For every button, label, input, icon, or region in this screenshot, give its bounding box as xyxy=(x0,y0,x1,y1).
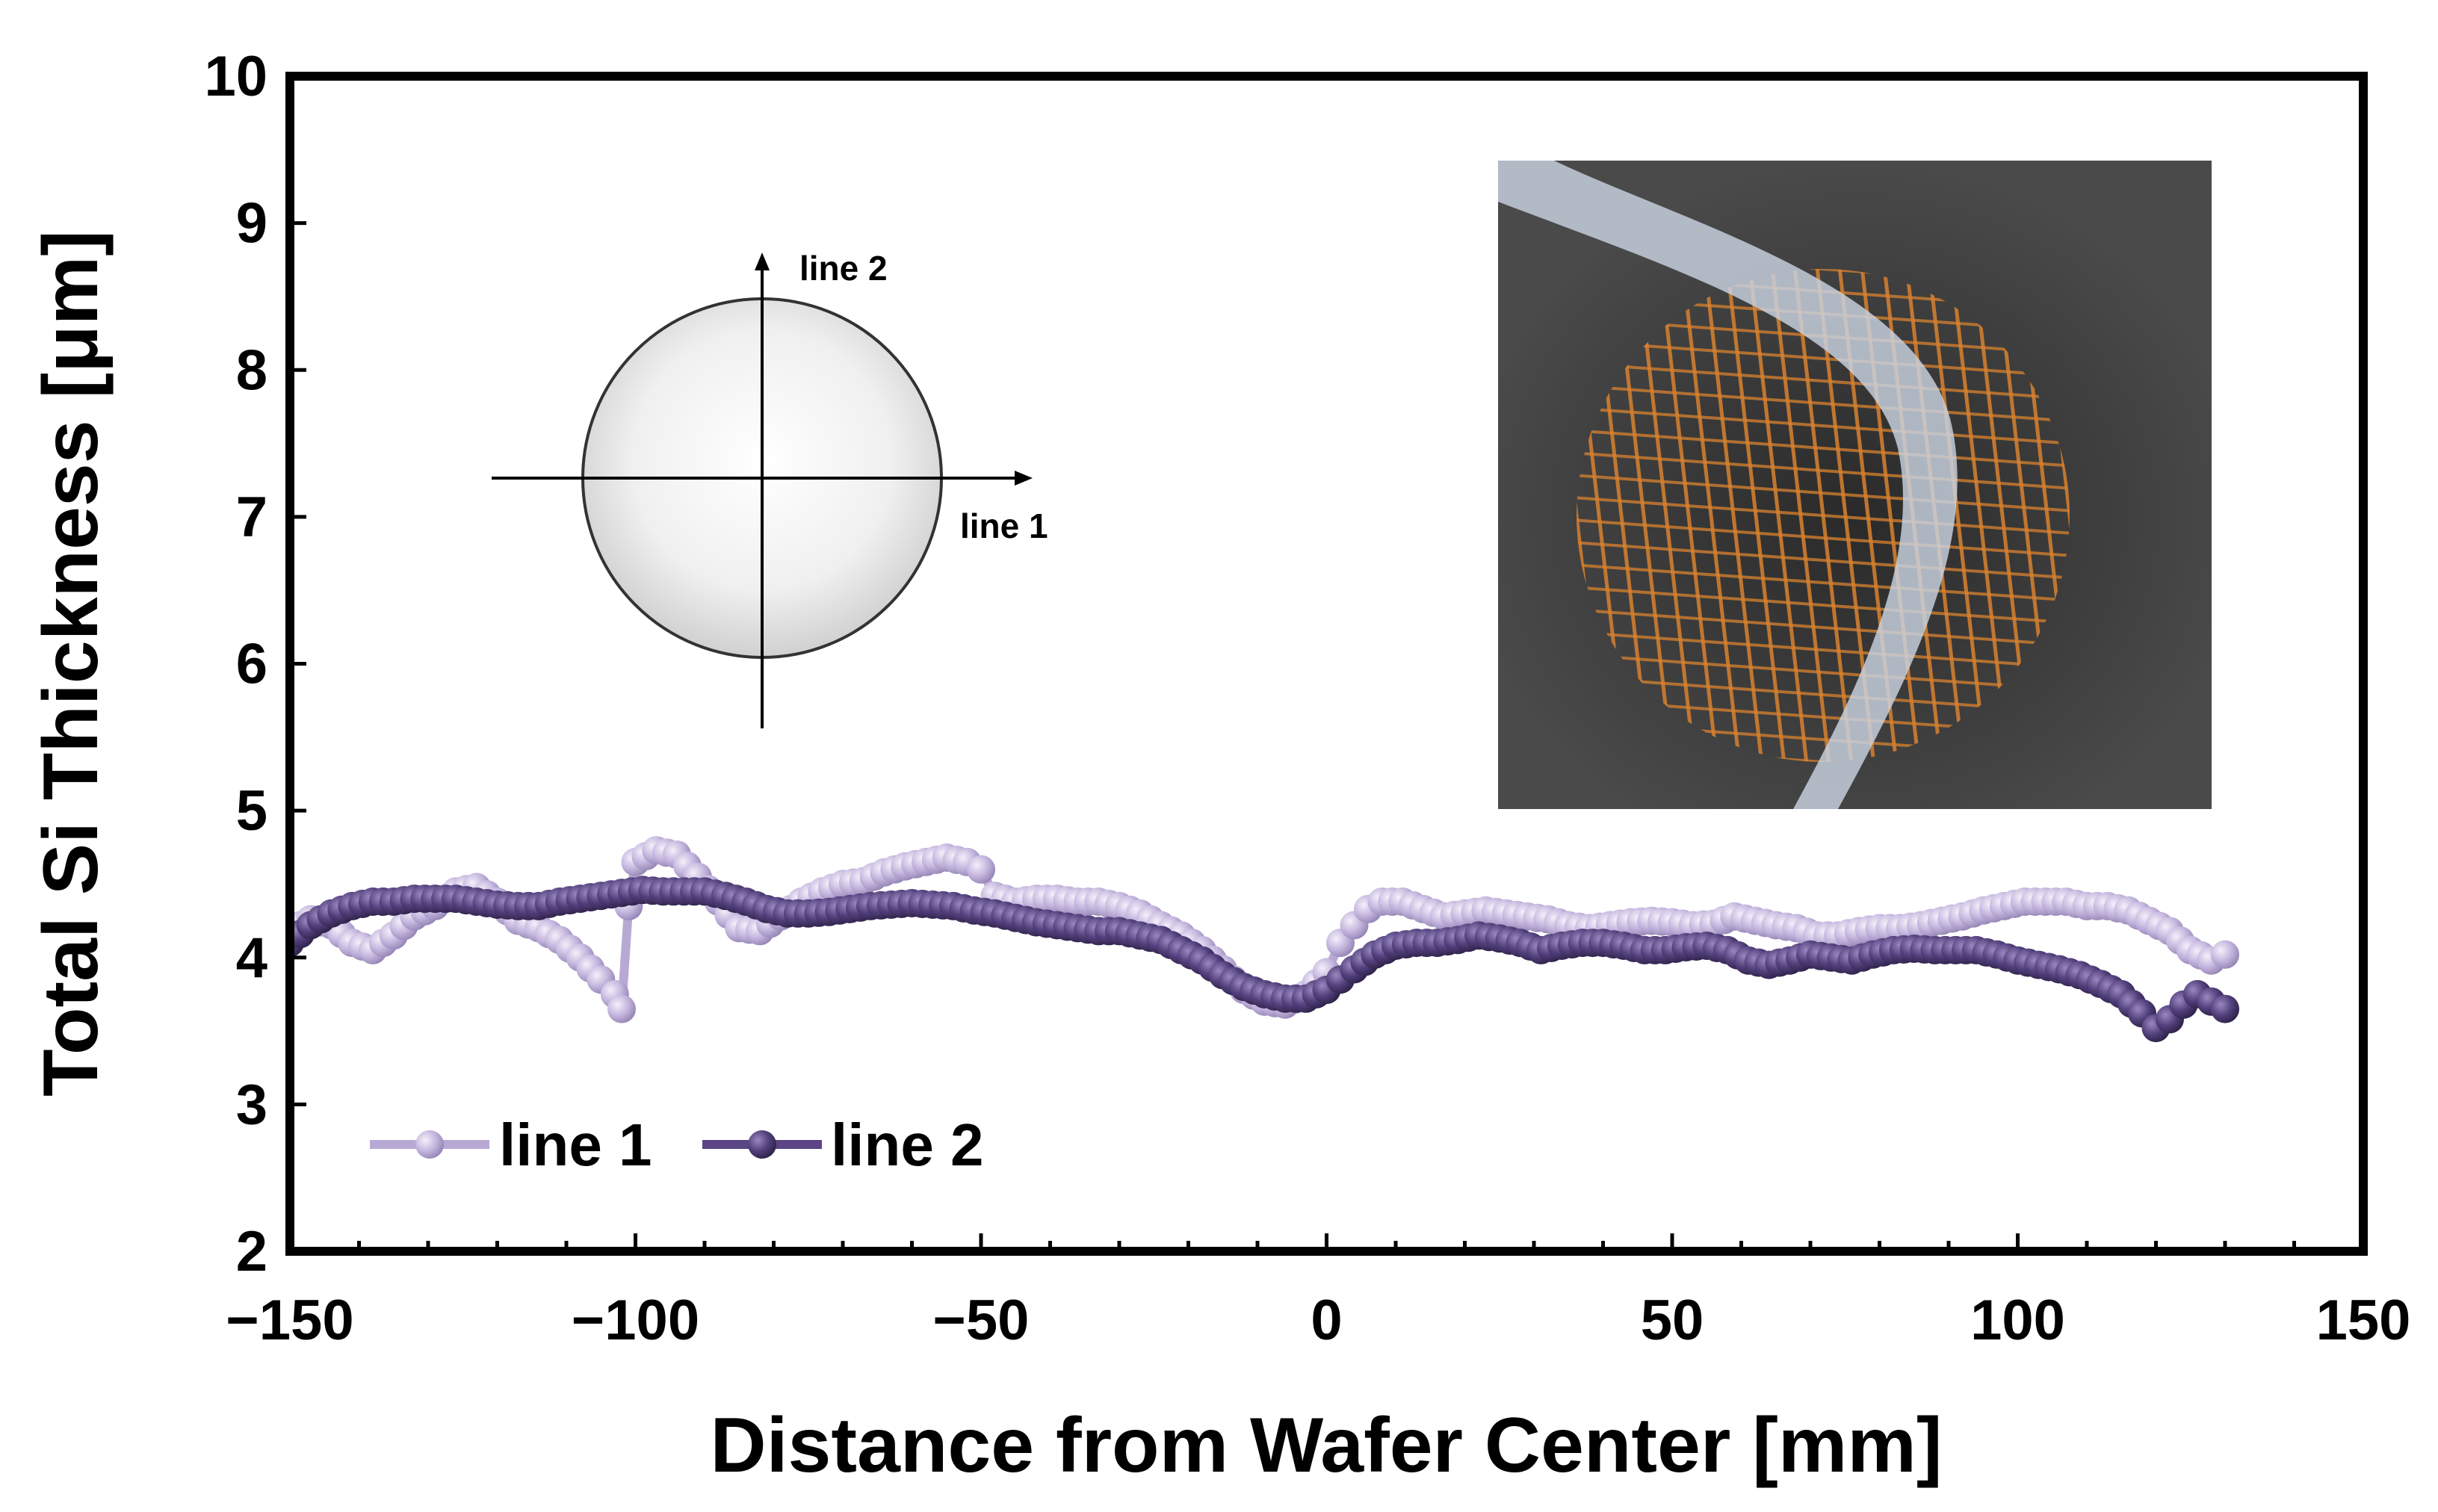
photo-grid-line xyxy=(1577,495,2070,536)
legend-line1-label: line 1 xyxy=(499,1112,652,1178)
y-tick-label: 3 xyxy=(236,1073,267,1136)
photo-grid-line xyxy=(1769,269,1833,762)
y-tick-label: 2 xyxy=(236,1220,267,1283)
data-point xyxy=(2211,940,2239,969)
photo-grid-line xyxy=(1746,269,1810,762)
axis-ticks: 2 3 4 5 6 7 8 9 10 −150 −100 −50 0 50 100 150 xyxy=(204,45,2410,1352)
x-axis-title: Distance from Wafer Center [mm] xyxy=(711,1402,1943,1489)
photo-grid-line xyxy=(1577,361,2070,401)
x-tick-label: 0 xyxy=(1311,1289,1342,1352)
photo-grid-line xyxy=(1577,473,2070,513)
photo-grid-line xyxy=(1577,428,2070,468)
data-point xyxy=(967,855,995,884)
photo-grid-line xyxy=(1577,383,2070,424)
x-tick-label: −50 xyxy=(933,1289,1030,1352)
photo-grid-line xyxy=(1577,540,2070,580)
y-tick-label: 6 xyxy=(236,633,267,696)
diagram-label-line1: line 1 xyxy=(960,506,1048,545)
y-tick-label: 8 xyxy=(236,338,267,402)
legend: line 1 line 2 xyxy=(370,1112,984,1178)
x-tick-label: 100 xyxy=(1970,1289,2065,1352)
series-layer xyxy=(288,836,2239,1043)
line2-arrowhead xyxy=(755,252,770,270)
x-tick-label: −150 xyxy=(226,1289,353,1352)
photo-grid-line xyxy=(1577,406,2070,446)
y-tick-label: 9 xyxy=(236,192,267,255)
photo-grid-line xyxy=(1656,269,1721,762)
diagram-label-line2: line 2 xyxy=(799,249,888,288)
y-tick-label: 4 xyxy=(236,926,267,990)
photo-grid-line xyxy=(1577,652,2070,693)
data-point xyxy=(2211,994,2239,1023)
photo-grid-line xyxy=(1724,269,1788,762)
legend-line2-marker xyxy=(748,1130,776,1159)
photo-grid-line xyxy=(1679,269,1743,762)
photo-grid-line xyxy=(1577,585,2070,625)
photo-grid-line xyxy=(1577,450,2070,491)
data-point xyxy=(607,994,636,1023)
legend-line1-marker xyxy=(415,1130,444,1159)
photo-grid-line xyxy=(1925,269,1990,762)
x-tick-label: −100 xyxy=(572,1289,699,1352)
legend-line2-label: line 2 xyxy=(831,1112,984,1178)
y-tick-label: 5 xyxy=(236,779,267,843)
wafer-diagram: line 2 line 1 xyxy=(492,249,1048,728)
y-tick-label: 10 xyxy=(204,45,267,108)
series-line2 xyxy=(288,876,2239,1043)
photo-grid-line xyxy=(1577,338,2070,379)
y-tick-label: 7 xyxy=(236,486,267,549)
y-axis-title: Total Si Thickness [μm] xyxy=(28,230,114,1097)
line1-arrowhead xyxy=(1015,471,1033,486)
x-tick-label: 50 xyxy=(1641,1289,1704,1352)
x-tick-label: 150 xyxy=(2316,1289,2411,1352)
inset-photo xyxy=(1498,161,2212,809)
photo-grid-line xyxy=(1577,518,2070,558)
photo-tweezer xyxy=(1498,161,1958,809)
photo-grid-line xyxy=(1577,607,2070,648)
photo-grid-line xyxy=(1577,563,2070,603)
photo-grid-line xyxy=(1577,630,2070,670)
